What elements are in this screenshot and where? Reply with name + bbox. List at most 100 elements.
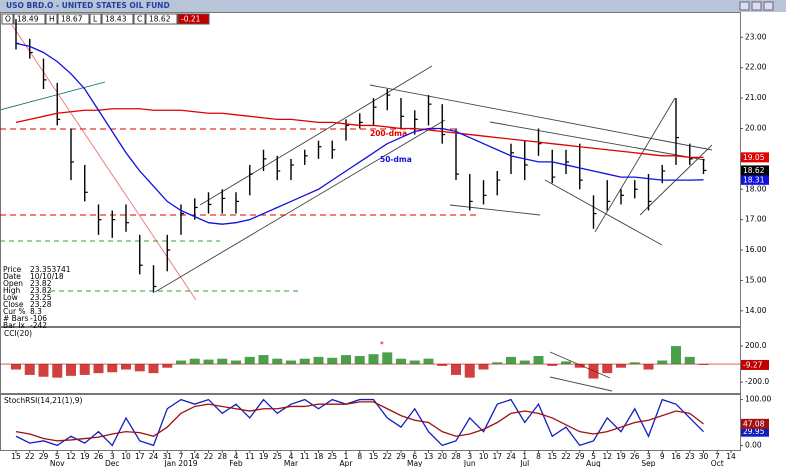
trend-line: [449, 204, 541, 216]
y-tick-label: 17.00: [745, 215, 767, 224]
x-tick-label: 15: [11, 452, 21, 461]
info-value: 23.82: [30, 286, 52, 295]
close-button[interactable]: [763, 1, 774, 11]
cci-bar: [533, 355, 544, 365]
info-label: Open: [3, 279, 23, 288]
annotation: 50-dma: [380, 155, 412, 164]
x-tick-label: 15: [369, 452, 379, 461]
cci-bar: [574, 364, 585, 368]
cci-bar: [382, 352, 393, 365]
x-tick-label: 24: [506, 452, 516, 461]
y-tick-label: 18.00: [745, 184, 767, 193]
maximize-button[interactable]: [751, 1, 762, 11]
trend-line: [544, 179, 663, 246]
cci-bar: [478, 364, 489, 370]
value-box: [741, 165, 769, 176]
x-tick-label: 29: [39, 452, 49, 461]
value-box-label: 29.95: [743, 427, 765, 436]
x-tick-label: 28: [451, 452, 461, 461]
month-label: Jun: [463, 459, 476, 467]
info-value: 23.82: [30, 279, 52, 288]
cci-bar: [396, 358, 406, 365]
x-tick-label: 22: [25, 452, 35, 461]
month-label: Nov: [50, 459, 65, 467]
cci-bar: [602, 364, 613, 374]
value-box: [741, 418, 769, 429]
cci-bar: [299, 358, 310, 365]
x-tick-label: 31: [162, 452, 172, 461]
header-field: L: [93, 15, 98, 24]
x-tick-label: 17: [492, 452, 502, 461]
y-tick-label: 0.00: [745, 440, 762, 449]
x-tick-label: 25: [272, 452, 282, 461]
value-box: [741, 426, 769, 437]
moving-average: [15, 42, 704, 225]
header-field-box: [145, 13, 178, 25]
x-tick-label: 10: [479, 452, 489, 461]
header-field-box: [89, 13, 102, 25]
x-tick-label: 22: [204, 452, 214, 461]
cci-bar: [66, 364, 76, 376]
cci-bar: [561, 361, 571, 365]
cci-bar: [258, 355, 269, 365]
trend-line: [369, 84, 713, 151]
cci-bar: [121, 364, 131, 370]
header-field: 18.67: [61, 15, 83, 24]
x-tick-label: 4: [234, 452, 239, 461]
month-label: Dec: [105, 459, 120, 467]
header-field-box: [1, 13, 14, 25]
x-tick-label: 29: [575, 452, 585, 461]
cci-bar: [519, 360, 530, 365]
cci-bar: [629, 362, 640, 365]
x-tick-label: 7: [715, 452, 720, 461]
header-field: C: [137, 15, 142, 24]
x-tick-label: 10: [121, 452, 131, 461]
y-tick-label: 22.00: [745, 63, 767, 72]
x-tick-label: 11: [245, 452, 255, 461]
info-label: Cur %: [3, 307, 26, 316]
panel-title: CCI(20): [4, 329, 32, 338]
x-tick-label: 17: [135, 452, 145, 461]
month-label: Jan 2019: [163, 459, 197, 467]
cci-bar: [134, 364, 145, 372]
info-label: Bar Ix: [3, 321, 25, 330]
cci-bar: [272, 358, 283, 365]
y-tick-label: 100.00: [745, 395, 771, 404]
minimize-button[interactable]: [739, 1, 750, 11]
info-value: 10/10/18: [30, 272, 64, 281]
cci-bar: [492, 362, 503, 365]
marker: *: [380, 340, 384, 349]
moving-average: [15, 108, 704, 158]
x-tick-label: 7: [179, 452, 184, 461]
y-tick-label: 15.00: [745, 275, 767, 284]
x-tick-label: 3: [646, 452, 651, 461]
x-tick-label: 19: [259, 452, 269, 461]
y-tick-label: 200.0: [745, 341, 767, 350]
price-panel: [0, 12, 741, 327]
info-label: Date: [3, 272, 21, 281]
x-tick-label: 12: [66, 452, 76, 461]
y-tick-label: 14.00: [745, 306, 767, 315]
cci-bar: [189, 358, 200, 365]
panel-title: StochRSI(14,21(1),9): [4, 396, 83, 405]
x-tick-label: 20: [437, 452, 447, 461]
annotation: 200-dma: [370, 129, 407, 138]
header-field: -0.21: [181, 15, 201, 24]
month-label: Aug: [586, 459, 601, 467]
cci-bar: [354, 355, 365, 365]
header-field-box: [177, 13, 210, 25]
x-tick-label: 22: [382, 452, 392, 461]
x-tick-label: 1: [344, 452, 349, 461]
chart-title: USO BRD.O - UNITED STATES OIL FUND: [6, 1, 170, 10]
cci-bar: [616, 364, 626, 368]
x-tick-label: 5: [591, 452, 596, 461]
x-tick-label: 12: [602, 452, 612, 461]
value-box-label: 47.08: [743, 419, 765, 428]
title-bar: [0, 0, 786, 12]
header-field: 18.49: [17, 15, 39, 24]
x-tick-label: 30: [699, 452, 709, 461]
month-label: May: [407, 459, 423, 467]
cci-bar: [231, 360, 241, 365]
